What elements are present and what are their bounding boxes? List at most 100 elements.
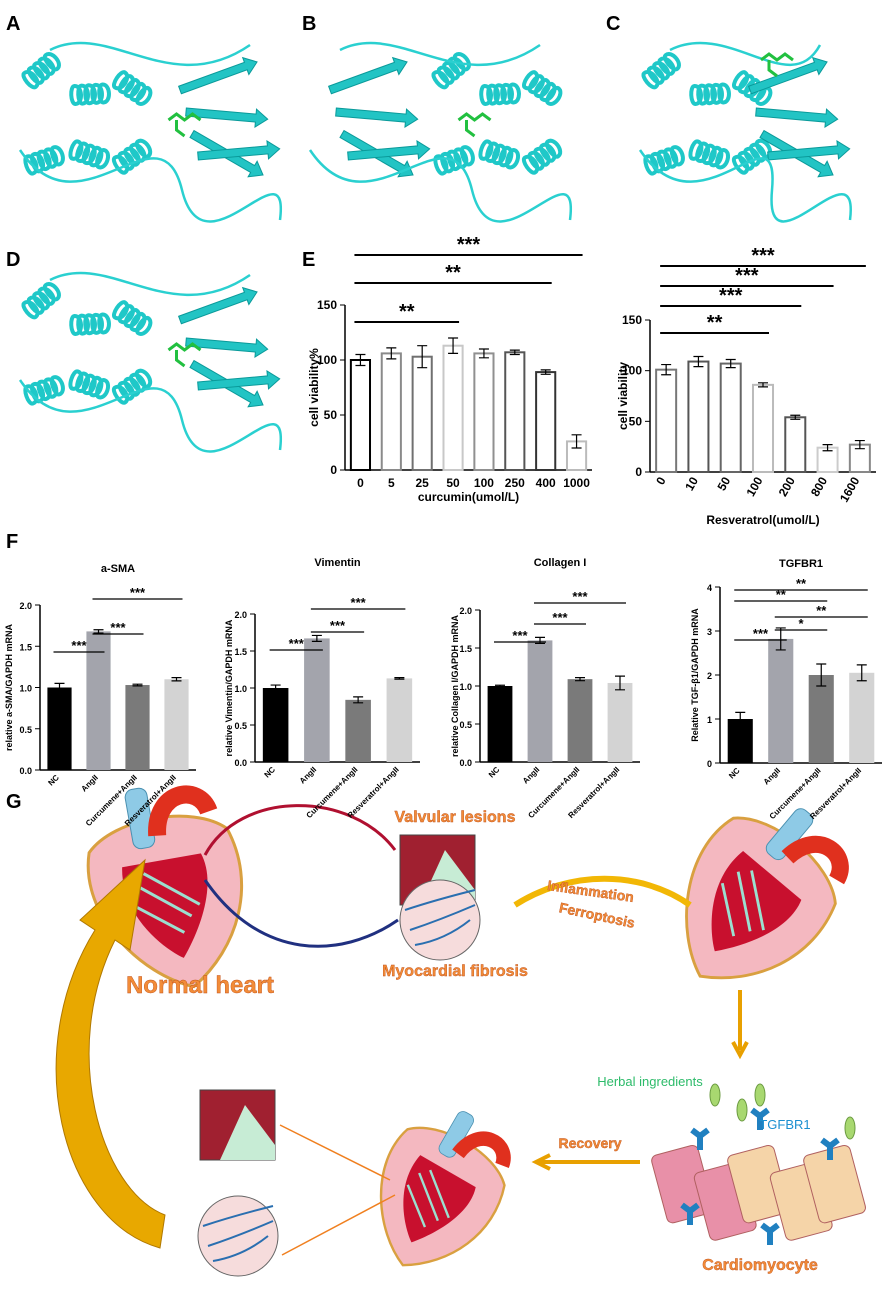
- x-tick-label: 1600: [837, 474, 863, 504]
- error-bar: [478, 348, 489, 359]
- y-tick-label: 50: [324, 408, 338, 422]
- x-tick-label: NC: [262, 765, 277, 780]
- diagram-label: Normal heart: [126, 972, 274, 999]
- error-bar: [816, 663, 827, 687]
- error-bar: [615, 675, 625, 691]
- x-axis-label: curcumin(umol/L): [418, 490, 519, 504]
- panel-label: B: [302, 13, 316, 35]
- x-tick-label: 800: [808, 474, 830, 499]
- protein-loop: [339, 41, 541, 66]
- arrow: [203, 879, 399, 948]
- error-bar: [132, 683, 143, 687]
- protein-helix: [68, 139, 110, 170]
- bar: [687, 360, 710, 473]
- protein-sheet: [177, 56, 258, 95]
- bar: [768, 638, 794, 763]
- chart-title: Vimentin: [314, 557, 361, 569]
- significance-label: **: [816, 603, 827, 618]
- x-tick-label: NC: [487, 765, 502, 780]
- chart-title: a-SMA: [101, 563, 135, 575]
- error-bar: [509, 349, 520, 356]
- protein-sheet: [197, 369, 281, 391]
- y-axis-label: Relative TGF-β1/GAPDH mRNA: [690, 608, 700, 742]
- significance-label: ***: [289, 636, 305, 651]
- protein-sheet: [347, 139, 431, 161]
- error-bar: [355, 353, 366, 367]
- protein-sheet: [327, 56, 408, 95]
- significance-label: ***: [751, 245, 775, 267]
- significance-label: ***: [457, 234, 481, 256]
- x-tick-label: 5: [388, 476, 395, 490]
- heart: [685, 808, 849, 980]
- arrow: [203, 804, 397, 856]
- arrow: [513, 875, 692, 908]
- heart-chamber: [122, 853, 208, 958]
- ligand: [457, 112, 492, 138]
- protein-sheet: [185, 337, 269, 359]
- protein-helix: [522, 70, 563, 106]
- significance-label: **: [776, 587, 787, 602]
- bar: [349, 359, 372, 471]
- x-tick-label: 25: [416, 476, 430, 490]
- y-tick-label: 1.5: [459, 644, 472, 654]
- x-tick-label: 100: [474, 476, 494, 490]
- error-bar: [353, 696, 364, 704]
- bar: [380, 352, 402, 471]
- y-tick-label: 0.0: [234, 758, 247, 768]
- protein-helix: [23, 145, 65, 176]
- bar: [262, 688, 289, 762]
- protein-sheet: [177, 286, 258, 325]
- protein-helix: [111, 138, 153, 175]
- receptor-shape: [760, 1222, 780, 1245]
- y-tick-label: 0: [635, 465, 642, 479]
- protein-helix: [731, 138, 773, 175]
- protein-loop: [49, 41, 251, 66]
- x-tick-label: AngII: [762, 766, 783, 787]
- herbal-molecule: [754, 1083, 766, 1107]
- y-axis-label: relative Collagen I/GAPDH mRNA: [450, 614, 460, 757]
- significance-label: ***: [351, 595, 367, 610]
- panel-label: E: [302, 249, 315, 271]
- y-tick-label: 100: [622, 364, 642, 378]
- ligand: [167, 112, 202, 138]
- fibrosis-fibers: [202, 1205, 274, 1262]
- y-tick-label: 2: [707, 671, 712, 681]
- protein-loop: [669, 41, 822, 67]
- x-tick-label: 0: [653, 474, 669, 487]
- y-tick-label: 1.5: [234, 647, 247, 657]
- big-arrow: [55, 858, 166, 1249]
- protein-helix: [68, 369, 110, 400]
- bar: [816, 446, 839, 473]
- bar: [47, 687, 72, 770]
- x-tick-label: 100: [743, 474, 765, 499]
- error-bar: [571, 434, 582, 449]
- x-tick-label: 250: [505, 476, 525, 490]
- y-tick-label: 1.5: [19, 642, 32, 652]
- error-bar: [417, 345, 428, 369]
- receptor-shape: [690, 1127, 710, 1150]
- protein-helix: [112, 300, 153, 336]
- significance-label: ***: [130, 585, 146, 600]
- x-tick-label: AngII: [521, 765, 542, 786]
- bar: [125, 685, 150, 770]
- bar: [487, 686, 513, 762]
- y-tick-label: 50: [629, 414, 643, 428]
- y-tick-label: 0: [330, 463, 337, 477]
- bar: [86, 631, 111, 770]
- x-axis-label: Resveratrol(umol/L): [706, 513, 819, 527]
- protein-loop: [18, 149, 283, 223]
- heart: [379, 1111, 511, 1267]
- chart-title: TGFBR1: [779, 558, 823, 570]
- diagram-label: Recovery: [558, 1135, 621, 1151]
- bar: [304, 638, 330, 762]
- error-bar: [856, 664, 867, 682]
- diagram-label: Cardiomyocyte: [702, 1257, 818, 1274]
- significance-label: ***: [552, 610, 568, 625]
- protein-helix: [112, 70, 153, 106]
- y-axis-label: cell viability%: [307, 348, 321, 427]
- diagram-label: Valvular lesions: [395, 809, 516, 826]
- protein-loop: [49, 271, 251, 296]
- significance-label: ***: [512, 628, 528, 643]
- herbal-molecule: [709, 1083, 721, 1107]
- x-tick-label: 200: [776, 474, 798, 499]
